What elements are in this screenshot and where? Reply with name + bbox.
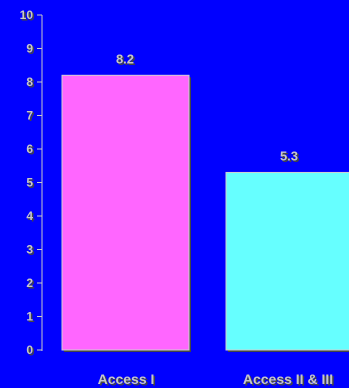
- y-tick-label-6-shadow: 6: [28, 144, 35, 158]
- y-tick-label-1: 11: [26, 310, 35, 326]
- bar-layer: [61, 74, 349, 353]
- y-tick-label-7-shadow: 7: [28, 110, 35, 124]
- bar-0: [61, 74, 190, 351]
- y-tick-label-9-text: 9: [26, 42, 33, 56]
- y-tick-label-3-text: 3: [26, 243, 33, 257]
- y-tick-label-9: 99: [26, 42, 35, 58]
- y-tick-label-5: 55: [26, 176, 35, 192]
- data-label-1-text: 5.3: [280, 148, 298, 163]
- y-tick-label-4-text: 4: [26, 209, 33, 223]
- y-tick-label-1-text: 1: [26, 310, 33, 324]
- y-tick-label-5-text: 5: [26, 176, 33, 190]
- y-tick-label-9-shadow: 9: [28, 43, 35, 57]
- y-tick-label-4: 44: [26, 209, 35, 225]
- y-tick-label-3-shadow: 3: [28, 244, 35, 258]
- data-label-0-text: 8.2: [116, 51, 134, 66]
- y-tick-label-7: 77: [26, 109, 35, 125]
- data-label-0-shadow: 8.2: [117, 53, 135, 68]
- y-tick-label-10-shadow: 10: [21, 10, 35, 24]
- bar-1: [225, 171, 349, 351]
- y-tick-label-3: 33: [26, 243, 35, 259]
- data-label-1-shadow: 5.3: [281, 150, 299, 165]
- x-category-label-0-text: Access I: [98, 371, 155, 387]
- y-tick-label-6-text: 6: [26, 142, 33, 156]
- y-tick-label-2-shadow: 2: [28, 278, 35, 292]
- y-tick-label-10-text: 10: [20, 8, 34, 22]
- y-tick-label-8-text: 8: [26, 75, 33, 89]
- data-label-1: 5.35.3: [280, 148, 300, 165]
- x-category-label-1-shadow: Access II & III: [244, 373, 334, 388]
- y-tick-label-2-text: 2: [26, 276, 33, 290]
- y-tick-label-0-shadow: 0: [28, 345, 35, 359]
- y-tick-label-0-text: 0: [26, 343, 33, 357]
- y-tick-label-5-shadow: 5: [28, 177, 35, 191]
- y-tick-label-8-shadow: 8: [28, 77, 35, 91]
- data-label-0: 8.28.2: [116, 51, 136, 68]
- y-tick-label-8: 88: [26, 75, 35, 91]
- x-category-label-0-shadow: Access I: [99, 373, 156, 388]
- y-tick-label-2: 22: [26, 276, 35, 292]
- y-tick-label-4-shadow: 4: [28, 211, 35, 225]
- x-category-label-1-text: Access II & III: [243, 371, 333, 387]
- y-tick-label-1-shadow: 1: [28, 311, 35, 325]
- y-tick-label-0: 00: [26, 343, 35, 359]
- y-tick-label-6: 66: [26, 142, 35, 158]
- y-tick-label-7-text: 7: [26, 109, 33, 123]
